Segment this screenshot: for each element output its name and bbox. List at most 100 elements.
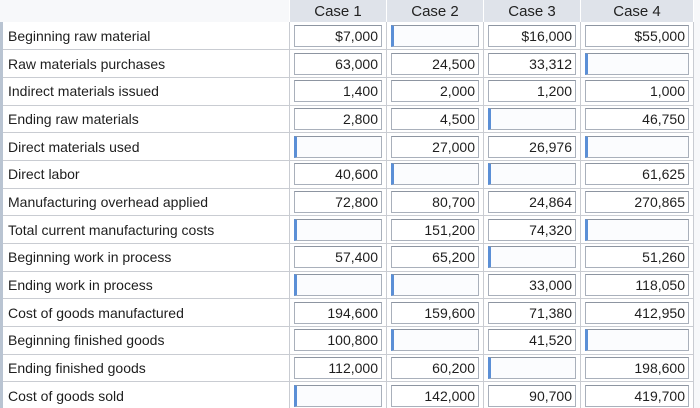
case-1-cell: 1,400: [289, 77, 387, 106]
answer-input[interactable]: 270,865: [585, 190, 689, 213]
answer-input[interactable]: 60,200: [391, 357, 479, 380]
table-row: Total current manufacturing costs 151,200…: [0, 215, 694, 244]
answer-input[interactable]: 72,800: [294, 190, 382, 213]
header-case-3: Case 3: [483, 0, 581, 22]
answer-input-empty[interactable]: [391, 24, 479, 47]
answer-input[interactable]: 198,600: [585, 357, 689, 380]
table-row: Beginning work in process 57,400 65,200 51,…: [0, 243, 694, 272]
row-label: Beginning raw material: [0, 22, 290, 51]
case-2-cell: 65,200: [386, 243, 484, 272]
answer-input[interactable]: 419,700: [585, 384, 689, 407]
answer-input-empty[interactable]: [294, 218, 382, 241]
answer-input-empty[interactable]: [488, 163, 576, 186]
answer-input[interactable]: $16,000: [488, 24, 576, 47]
case-3-cell: 33,312: [483, 49, 581, 78]
case-1-cell: 2,800: [289, 105, 387, 134]
case-3-cell: 1,200: [483, 77, 581, 106]
answer-input[interactable]: 24,500: [391, 52, 479, 75]
case-4-cell: 198,600: [580, 354, 694, 383]
row-label: Raw materials purchases: [0, 49, 290, 78]
case-2-cell: 142,000: [386, 381, 484, 408]
case-1-cell: 100,800: [289, 326, 387, 355]
header-case-4: Case 4: [580, 0, 694, 22]
table-row: Cost of goods sold 142,000 90,700 419,700: [0, 381, 694, 408]
answer-input[interactable]: 71,380: [488, 301, 576, 324]
case-3-cell: 74,320: [483, 215, 581, 244]
answer-input[interactable]: 194,600: [294, 301, 382, 324]
case-3-cell: [483, 105, 581, 134]
answer-input[interactable]: 151,200: [391, 218, 479, 241]
answer-input[interactable]: 74,320: [488, 218, 576, 241]
answer-input-empty[interactable]: [294, 135, 382, 158]
answer-input[interactable]: 51,260: [585, 246, 689, 269]
answer-input[interactable]: 33,000: [488, 274, 576, 297]
answer-input[interactable]: 142,000: [391, 384, 479, 407]
answer-input[interactable]: 26,976: [488, 135, 576, 158]
answer-input[interactable]: 2,000: [391, 80, 479, 103]
answer-input[interactable]: 80,700: [391, 190, 479, 213]
case-3-cell: 26,976: [483, 132, 581, 161]
answer-input[interactable]: 2,800: [294, 107, 382, 130]
answer-input[interactable]: 63,000: [294, 52, 382, 75]
answer-input-empty[interactable]: [488, 246, 576, 269]
answer-input[interactable]: 33,312: [488, 52, 576, 75]
case-2-cell: [386, 160, 484, 189]
case-1-cell: [289, 271, 387, 300]
case-4-cell: 46,750: [580, 105, 694, 134]
case-3-cell: 90,700: [483, 381, 581, 408]
answer-input[interactable]: $55,000: [585, 24, 689, 47]
case-1-cell: [289, 132, 387, 161]
table-row: Ending work in process 33,000 118,050: [0, 271, 694, 300]
answer-input[interactable]: 57,400: [294, 246, 382, 269]
answer-input-empty[interactable]: [585, 329, 689, 352]
row-label: Indirect materials issued: [0, 77, 290, 106]
table-row: Ending raw materials 2,800 4,500 46,750: [0, 105, 694, 134]
answer-input[interactable]: 61,625: [585, 163, 689, 186]
answer-input[interactable]: 46,750: [585, 107, 689, 130]
case-3-cell: 24,864: [483, 188, 581, 217]
case-2-cell: 60,200: [386, 354, 484, 383]
answer-input-empty[interactable]: [585, 218, 689, 241]
answer-input-empty[interactable]: [488, 107, 576, 130]
answer-input-empty[interactable]: [294, 384, 382, 407]
case-3-cell: 41,520: [483, 326, 581, 355]
case-4-cell: 419,700: [580, 381, 694, 408]
table-row: Indirect materials issued 1,400 2,000 1,200…: [0, 77, 694, 106]
answer-input-empty[interactable]: [585, 135, 689, 158]
answer-input[interactable]: 159,600: [391, 301, 479, 324]
answer-input[interactable]: $7,000: [294, 24, 382, 47]
row-label: Total current manufacturing costs: [0, 215, 290, 244]
answer-input[interactable]: 27,000: [391, 135, 479, 158]
answer-input-empty[interactable]: [391, 163, 479, 186]
answer-input[interactable]: 412,950: [585, 301, 689, 324]
header-blank: [1, 0, 290, 22]
answer-input[interactable]: 90,700: [488, 384, 576, 407]
case-4-cell: [580, 326, 694, 355]
case-4-cell: [580, 132, 694, 161]
row-label: Direct materials used: [0, 132, 290, 161]
answer-input[interactable]: 1,400: [294, 80, 382, 103]
answer-input[interactable]: 24,864: [488, 190, 576, 213]
answer-input[interactable]: 41,520: [488, 329, 576, 352]
answer-input-empty[interactable]: [391, 329, 479, 352]
answer-input[interactable]: 118,050: [585, 274, 689, 297]
case-2-cell: [386, 326, 484, 355]
answer-input[interactable]: 40,600: [294, 163, 382, 186]
answer-input[interactable]: 1,200: [488, 80, 576, 103]
answer-input-empty[interactable]: [585, 52, 689, 75]
answer-input[interactable]: 65,200: [391, 246, 479, 269]
answer-input[interactable]: 1,000: [585, 80, 689, 103]
table-row: Direct materials used 27,000 26,976: [0, 132, 694, 161]
answer-input[interactable]: 100,800: [294, 329, 382, 352]
answer-input-empty[interactable]: [391, 274, 479, 297]
answer-input[interactable]: 4,500: [391, 107, 479, 130]
case-2-cell: [386, 22, 484, 51]
answer-input[interactable]: 112,000: [294, 357, 382, 380]
table-row: Ending finished goods 112,000 60,200 198,60…: [0, 354, 694, 383]
case-1-cell: [289, 215, 387, 244]
answer-input-empty[interactable]: [488, 357, 576, 380]
table-row: Manufacturing overhead applied 72,800 80,7…: [0, 188, 694, 217]
answer-input-empty[interactable]: [294, 274, 382, 297]
